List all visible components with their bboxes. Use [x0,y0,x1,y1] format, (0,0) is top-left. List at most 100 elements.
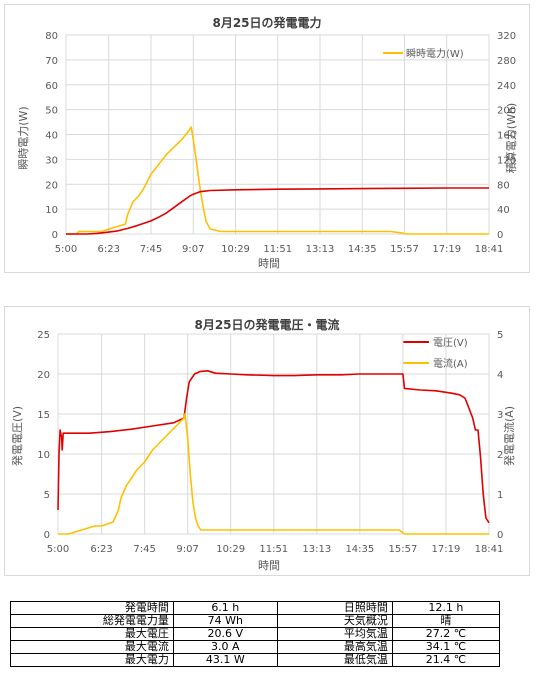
summary-value: 21.4 ℃ [391,653,501,667]
power-chart: 8月25日の発電電力 瞬時電力(W) 積算電力(Wh) 時間 瞬時電力(W) 0… [17,15,518,270]
summary-value: 3.0 A [172,640,278,654]
y-left-tick-label: 20 [37,370,50,381]
summary-row: 最大電流 3.0 A 最高気温 34.1 ℃ [10,640,501,654]
legend: 瞬時電力(W) [383,47,464,60]
x-tick-label: 13:13 [302,544,331,555]
summary-row: 発電時間 6.1 h 日照時間 12.1 h [10,601,501,615]
y-left-tick-label: 30 [45,155,58,166]
x-tick-label: 17:19 [432,544,461,555]
x-tick-label: 17:19 [432,244,461,255]
series-line-0 [57,369,490,524]
y-left-axis-label: 瞬時電力(W) [17,106,30,169]
summary-value: 27.2 ℃ [391,627,501,641]
y-right-tick-label: 1 [497,490,503,501]
legend-label-voltage: 電圧(V) [433,337,468,349]
y-right-tick-label: 200 [497,106,516,117]
summary-value: 6.1 h [172,601,278,615]
y-left-tick-label: 25 [37,330,50,341]
y-left-tick-label: 20 [45,180,58,191]
x-tick-label: 15:57 [390,244,419,255]
y-right-tick-label: 0 [497,530,503,541]
summary-label: 平均気温 [276,627,393,641]
series-line-1 [58,413,489,535]
series-line-0 [66,126,489,235]
y-right-tick-label: 160 [497,131,516,142]
summary-label: 総発電電力量 [10,614,174,628]
summary-label: 発電時間 [10,601,174,615]
chart-title: 8月25日の発電電圧・電流 [194,317,339,332]
summary-label: 天気概況 [276,614,393,628]
chart-title: 8月25日の発電電力 [212,15,321,30]
y-right-tick-label: 40 [497,205,510,216]
summary-row: 総発電電力量 74 Wh 天気概況晴 [10,614,501,628]
summary-label: 日照時間 [276,601,393,615]
y-left-tick-label: 40 [45,131,58,142]
y-left-tick-label: 10 [45,205,58,216]
x-tick-label: 15:57 [388,544,417,555]
summary-value: 20.6 V [172,627,278,641]
x-tick-label: 11:51 [259,544,288,555]
summary-value: 34.1 ℃ [391,640,501,654]
x-axis-label: 時間 [258,257,280,270]
y-left-tick-label: 70 [45,56,58,67]
y-left-tick-label: 0 [44,530,50,541]
y-right-axis-label: 積算電力(Wh) [504,103,518,173]
x-tick-label: 14:35 [345,544,374,555]
y-right-tick-label: 280 [497,56,516,67]
y-left-axis-label: 発電電圧(V) [10,406,24,466]
voltage-current-chart-panel: 8月25日の発電電圧・電流 発電電圧(V) 発電電流(A) 時間 電圧(V) 電… [4,306,530,576]
y-left-tick-label: 0 [52,230,58,241]
y-right-tick-label: 5 [497,330,503,341]
x-tick-label: 7:45 [133,544,155,555]
x-tick-label: 5:00 [47,544,69,555]
x-axis-label: 時間 [258,559,280,572]
y-left-tick-label: 80 [45,31,58,42]
y-left-tick-label: 60 [45,81,58,92]
y-left-tick-label: 10 [37,450,50,461]
power-chart-panel: 8月25日の発電電力 瞬時電力(W) 積算電力(Wh) 時間 瞬時電力(W) 0… [4,4,530,273]
summary-table: 発電時間 6.1 h 日照時間 12.1 h 総発電電力量 74 Wh 天気概況晴最大電圧 2… [10,601,501,667]
y-right-tick-label: 0 [497,230,503,241]
x-tick-label: 18:41 [475,544,504,555]
y-right-tick-label: 80 [497,180,510,191]
summary-value: 43.1 W [172,653,278,667]
y-right-tick-label: 4 [497,370,503,381]
x-tick-label: 11:51 [263,244,292,255]
x-tick-label: 9:07 [182,244,204,255]
summary-label: 最低気温 [276,653,393,667]
summary-label: 最高気温 [276,640,393,654]
summary-label: 最大電力 [10,653,174,667]
summary-value: 晴 [391,614,501,628]
x-tick-label: 6:23 [90,544,112,555]
voltage-current-chart: 8月25日の発電電圧・電流 発電電圧(V) 発電電流(A) 時間 電圧(V) 電… [10,317,516,572]
y-right-tick-label: 3 [497,410,503,421]
plot-area [57,333,490,535]
y-left-tick-label: 50 [45,106,58,117]
legend: 電圧(V) 電流(A) [403,337,468,370]
summary-label: 最大電流 [10,640,174,654]
x-tick-label: 5:00 [55,244,77,255]
x-tick-label: 13:13 [306,244,335,255]
legend-label-current: 電流(A) [433,357,468,370]
y-right-axis-label: 発電電流(A) [502,406,516,466]
x-tick-label: 18:41 [475,244,504,255]
x-tick-label: 10:29 [216,544,245,555]
series-line-1 [66,187,489,235]
legend-label-power: 瞬時電力(W) [406,47,464,60]
plot-area [65,34,490,235]
x-tick-label: 6:23 [98,244,120,255]
y-right-tick-label: 120 [497,155,516,166]
summary-row: 最大電圧 20.6 V 平均気温 27.2 ℃ [10,627,501,641]
x-tick-label: 14:35 [348,244,377,255]
x-tick-label: 9:07 [176,544,198,555]
x-tick-label: 10:29 [221,244,250,255]
summary-label: 最大電圧 [10,627,174,641]
summary-row: 最大電力 43.1 W 最低気温 21.4 ℃ [10,653,501,667]
y-left-tick-label: 15 [37,410,50,421]
y-right-tick-label: 2 [497,450,503,461]
y-left-tick-label: 5 [44,490,50,501]
y-right-tick-label: 320 [497,31,516,42]
summary-value: 74 Wh [172,614,278,628]
x-tick-label: 7:45 [140,244,162,255]
y-right-tick-label: 240 [497,81,516,92]
